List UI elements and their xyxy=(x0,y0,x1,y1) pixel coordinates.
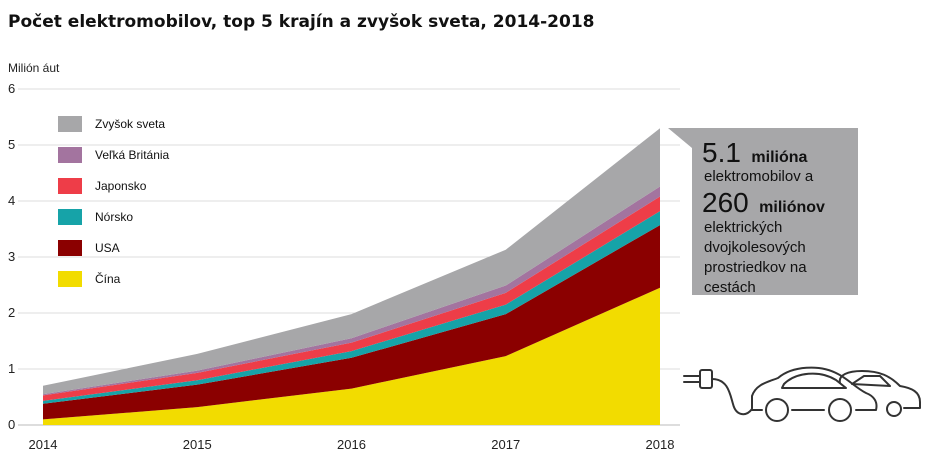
legend-swatch xyxy=(58,178,82,194)
callout-headline-1: 5.1 milióna xyxy=(702,137,808,168)
chart-title: Počet elektromobilov, top 5 krajín a zvy… xyxy=(8,12,594,32)
area-series-0 xyxy=(43,287,660,425)
y-tick-label: 1 xyxy=(8,361,15,376)
legend-swatch xyxy=(58,240,82,256)
callout-headline-2: 260 miliónov xyxy=(702,187,825,218)
front-car-outline xyxy=(751,366,878,411)
x-tick-label: 2016 xyxy=(337,437,366,452)
x-tick-label: 2017 xyxy=(491,437,520,452)
callout-line-4: elektrických xyxy=(704,219,782,236)
callout-number-1: 5.1 xyxy=(702,137,741,168)
legend-swatch xyxy=(58,147,82,163)
legend-label: Veľká Británia xyxy=(95,148,170,162)
callout-number-2: 260 xyxy=(702,187,749,218)
legend-swatch xyxy=(58,271,82,287)
callout-line-6: prostriedkov na xyxy=(704,259,807,276)
electric-cars-plug-icon xyxy=(683,366,921,422)
plug-body xyxy=(699,369,713,389)
callout-box xyxy=(668,128,858,295)
y-tick-label: 5 xyxy=(8,137,15,152)
callout-line-2: elektromobilov a xyxy=(704,168,814,185)
callout-line-5: dvojkolesových xyxy=(704,239,806,256)
y-tick-label: 0 xyxy=(8,417,15,432)
plug-prongs xyxy=(683,375,701,383)
y-axis-ticks: 0 1 2 3 4 5 6 xyxy=(8,81,15,432)
x-tick-label: 2018 xyxy=(646,437,675,452)
front-car-wheel-1 xyxy=(765,398,789,422)
legend-label: Japonsko xyxy=(95,179,147,193)
y-tick-label: 6 xyxy=(8,81,15,96)
callout-word-2: miliónov xyxy=(759,199,825,216)
area-series-5 xyxy=(43,128,660,395)
legend-label: Nórsko xyxy=(95,210,133,224)
rear-car-wheel xyxy=(886,401,902,417)
x-tick-label: 2014 xyxy=(29,437,58,452)
front-car-window xyxy=(781,372,847,389)
front-car-wheel-2 xyxy=(828,398,852,422)
legend-swatch xyxy=(58,116,82,132)
callout: 5.1 milióna elektromobilov a 260 milióno… xyxy=(668,128,858,296)
legend: Zvyšok sveta Veľká Británia Japonsko Nórsko… xyxy=(58,116,170,287)
x-axis-ticks: 2014 2015 2016 2017 2018 xyxy=(29,437,675,452)
area-series-1 xyxy=(43,225,660,420)
legend-label: Čína xyxy=(95,271,121,286)
legend-label: USA xyxy=(95,241,120,255)
rear-car-window xyxy=(851,375,891,387)
y-tick-label: 4 xyxy=(8,193,15,208)
y-tick-label: 3 xyxy=(8,249,15,264)
y-axis-label: Milión áut xyxy=(8,61,60,75)
plug-cable xyxy=(711,378,753,416)
stacked-areas xyxy=(43,128,660,425)
rear-car-outline xyxy=(838,370,921,409)
callout-word-1: milióna xyxy=(751,149,807,166)
legend-label: Zvyšok sveta xyxy=(95,117,165,131)
legend-swatch xyxy=(58,209,82,225)
callout-line-7: cestách xyxy=(704,279,756,296)
x-tick-label: 2015 xyxy=(183,437,212,452)
y-tick-label: 2 xyxy=(8,305,15,320)
